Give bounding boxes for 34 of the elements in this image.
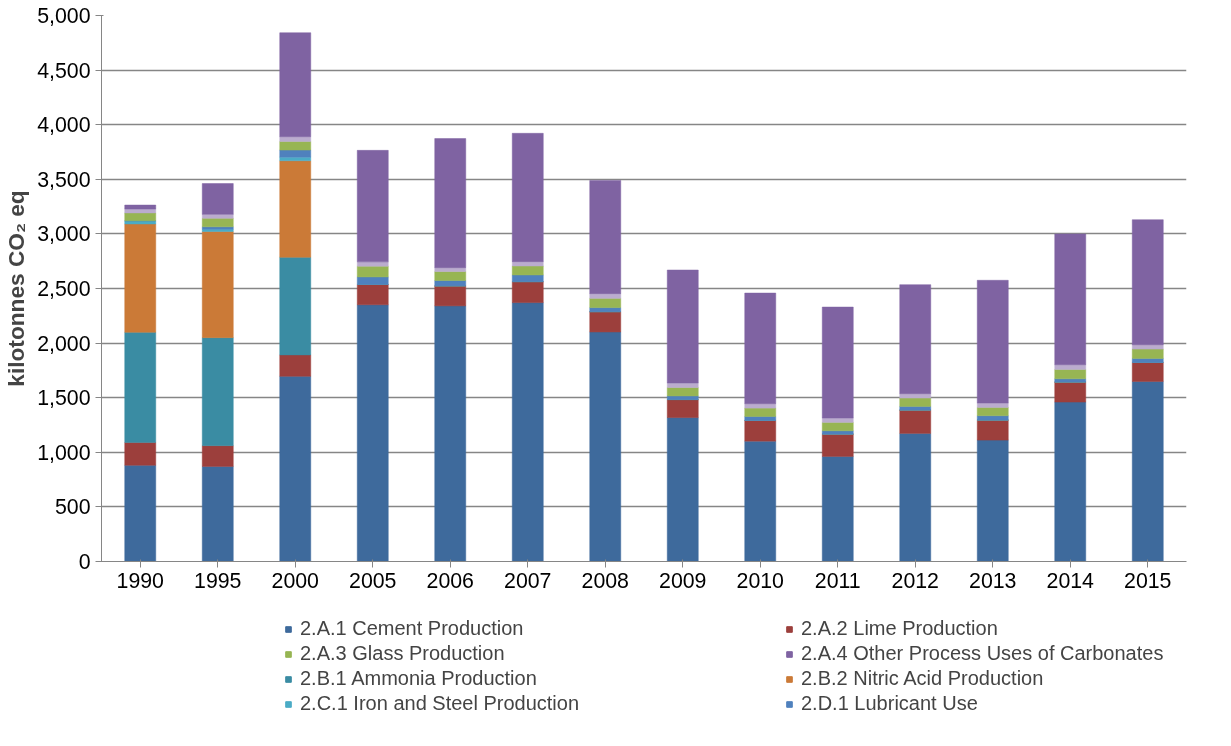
legend-label: 2.B.2 Nitric Acid Production <box>801 667 1045 690</box>
y-tick-label: 4,000 <box>37 113 91 138</box>
x-tick-label: 2013 <box>969 568 1017 593</box>
legend-label: 2.B.1 Ammonia Production <box>300 667 538 690</box>
x-tick-label: 2011 <box>814 568 861 593</box>
x-tick-label: 2008 <box>581 568 629 593</box>
x-tick-label: 2012 <box>891 568 939 593</box>
x-tick-label: 2009 <box>659 568 707 593</box>
x-tick-label: 2015 <box>1124 568 1172 593</box>
legend-label: 2.C.1 Iron and Steel Production <box>300 692 581 715</box>
y-tick-label: 5,000 <box>37 4 91 28</box>
legend-label: 2.A.3 Glass Production <box>300 642 506 665</box>
legend-label: 2.A.2 Lime Production <box>801 617 999 640</box>
y-tick-label: 0 <box>78 550 91 574</box>
x-tick-label: 2005 <box>349 568 397 593</box>
x-tick-label: 2000 <box>271 568 320 593</box>
y-tick-label: 1,500 <box>37 386 91 411</box>
legend-label: 2.D.1 Lubricant Use <box>801 692 979 715</box>
y-tick-label: 2,500 <box>37 277 91 301</box>
legend-label: 2.A.1 Cement Production <box>300 617 525 640</box>
y-tick-label: 1,000 <box>37 440 91 465</box>
y-tick-label: 500 <box>54 495 91 520</box>
y-tick-label: 4,500 <box>37 58 91 83</box>
y-axis-title: kilotonnes CO₂ eq <box>3 190 30 387</box>
x-tick-label: 1990 <box>116 568 165 593</box>
x-tick-label: 2014 <box>1046 568 1095 593</box>
y-tick-label: 3,000 <box>37 222 91 247</box>
x-tick-label: 1995 <box>194 568 242 593</box>
legend-label: 2.A.4 Other Process Uses of Carbonates <box>801 642 1165 665</box>
x-tick-label: 2010 <box>736 568 785 593</box>
y-tick-label: 2,000 <box>37 331 91 356</box>
x-tick-label: 2006 <box>426 568 474 593</box>
x-tick-label: 2007 <box>504 568 552 593</box>
y-tick-label: 3,500 <box>37 167 91 192</box>
